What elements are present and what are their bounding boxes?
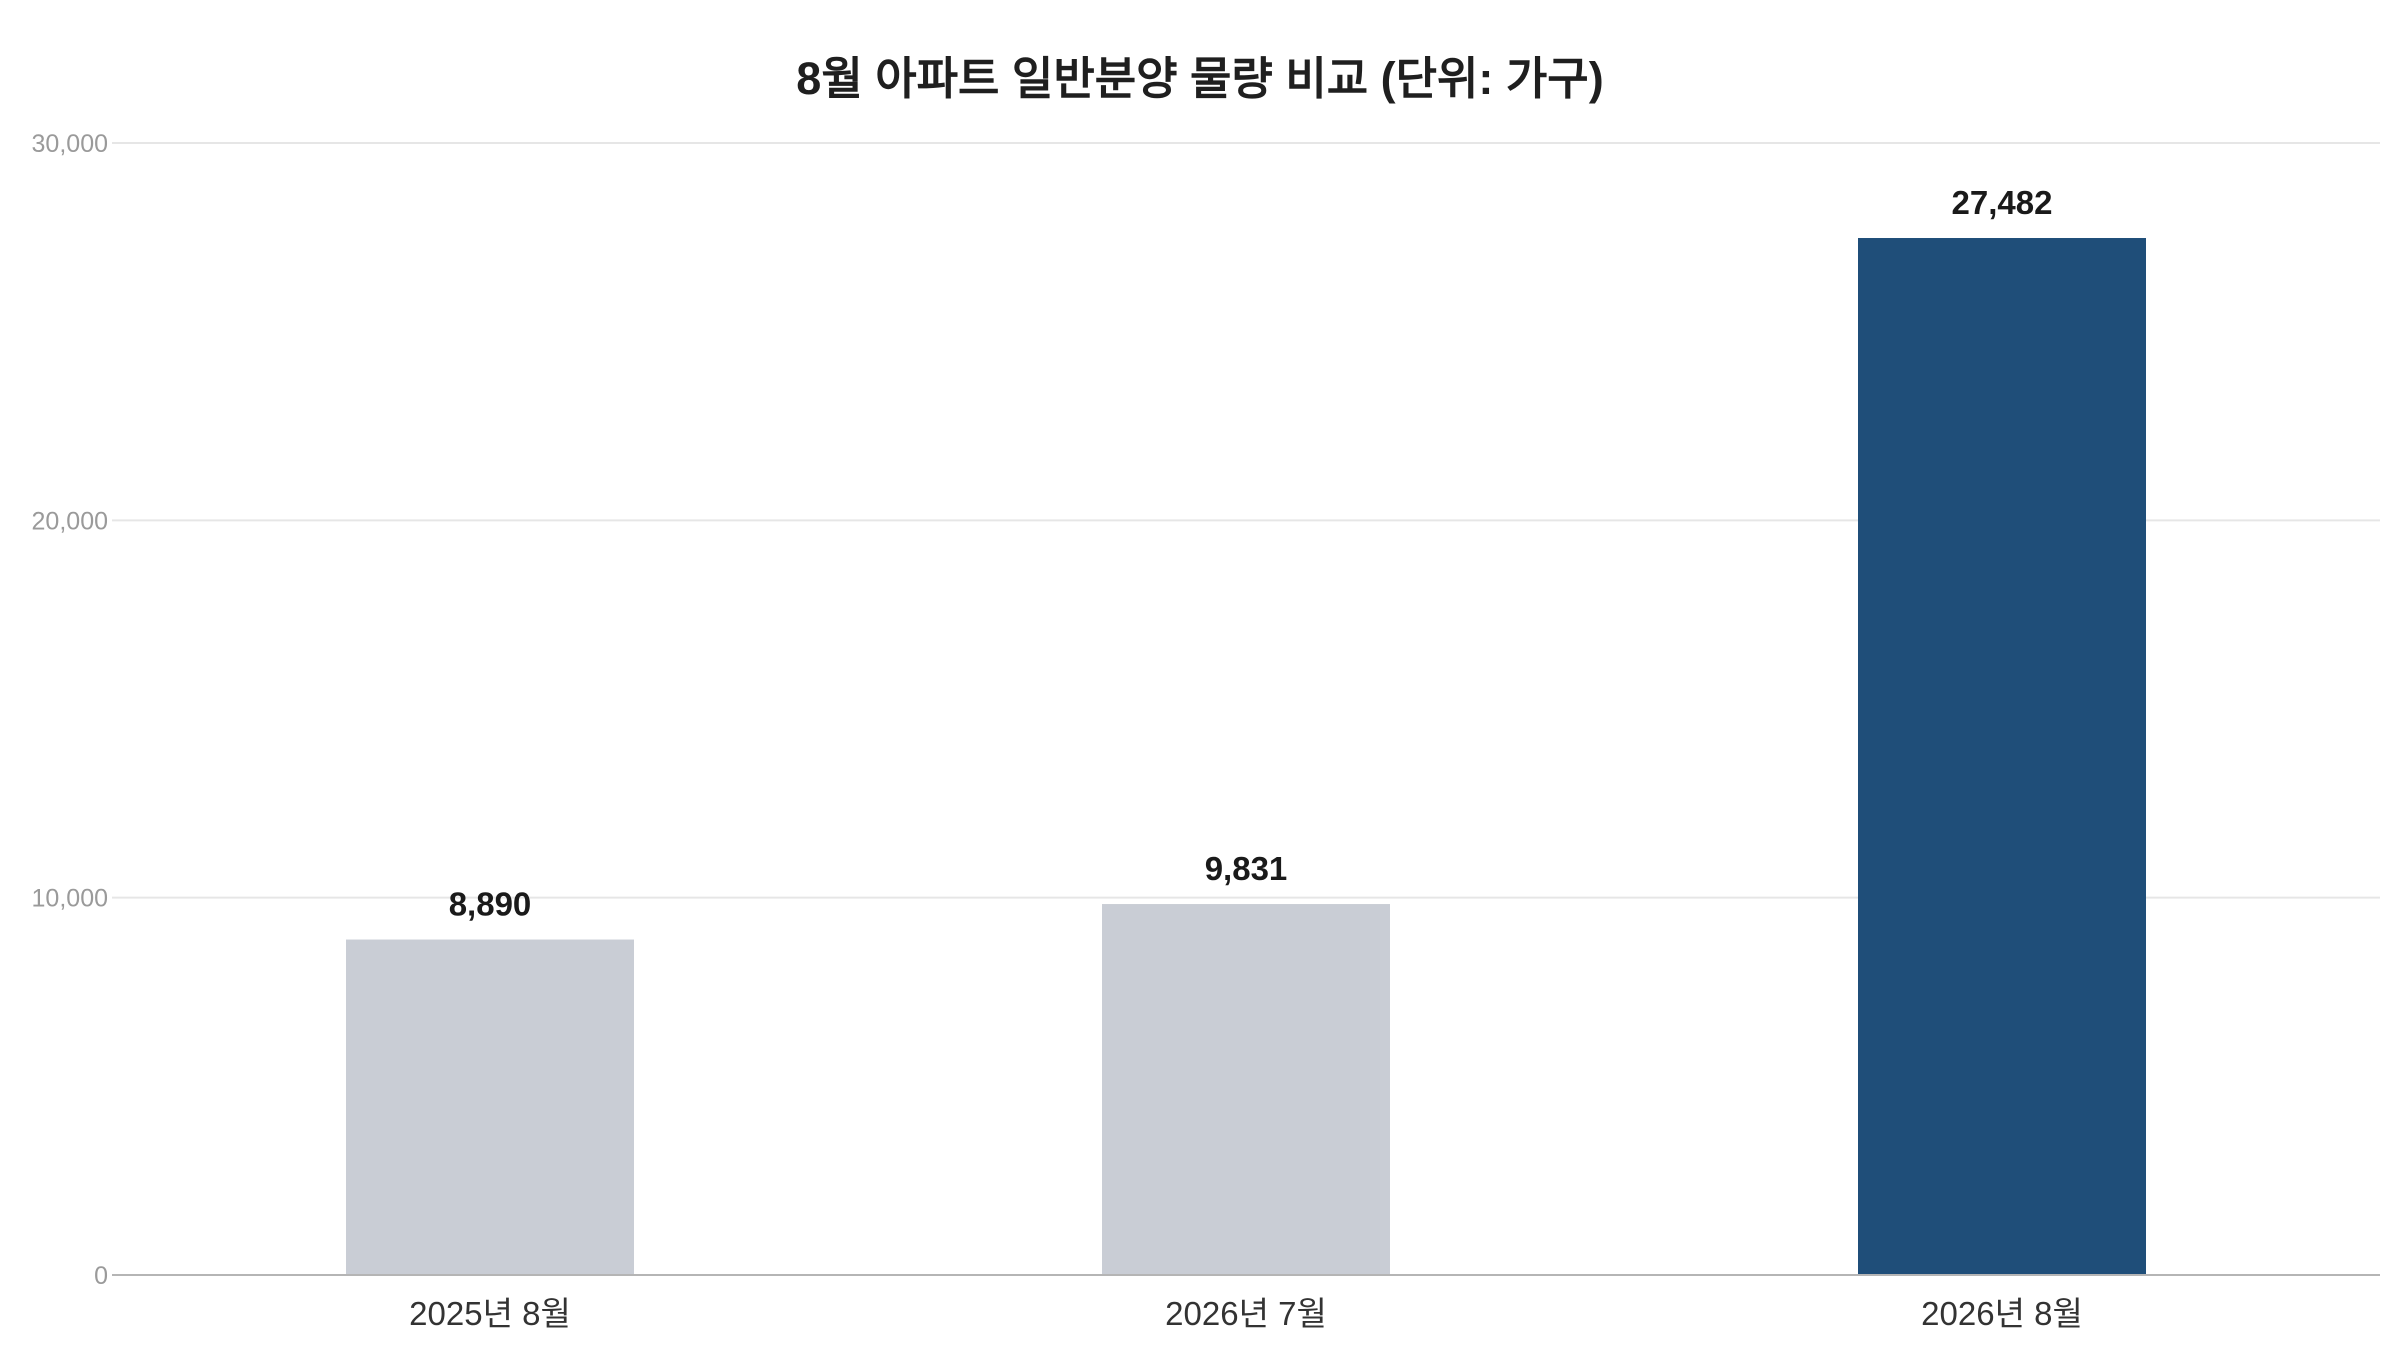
data-labels: 8,890 9,831 27,482: [449, 184, 2053, 923]
bar: [346, 939, 634, 1275]
bar: [1102, 904, 1390, 1275]
bar: [1858, 238, 2146, 1275]
y-tick-label: 30,000: [32, 130, 108, 158]
bars: [346, 238, 2146, 1275]
data-label: 8,890: [449, 886, 532, 923]
chart-title: 8월 아파트 일반분양 물량 비교 (단위: 가구): [796, 53, 1603, 104]
y-tick-label: 10,000: [32, 885, 108, 913]
data-label: 9,831: [1205, 850, 1288, 887]
x-axis-ticks: 2025년 8월 2026년 7월 2026년 8월: [409, 1295, 2083, 1332]
x-tick-label: 2026년 7월: [1165, 1295, 1327, 1332]
y-tick-label: 0: [94, 1262, 108, 1290]
x-tick-label: 2026년 8월: [1921, 1295, 2083, 1332]
x-tick-label: 2025년 8월: [409, 1295, 571, 1332]
y-tick-label: 20,000: [32, 507, 108, 535]
data-label: 27,482: [1952, 184, 2053, 221]
y-axis-ticks: 0 10,000 20,000 30,000: [32, 130, 108, 1290]
